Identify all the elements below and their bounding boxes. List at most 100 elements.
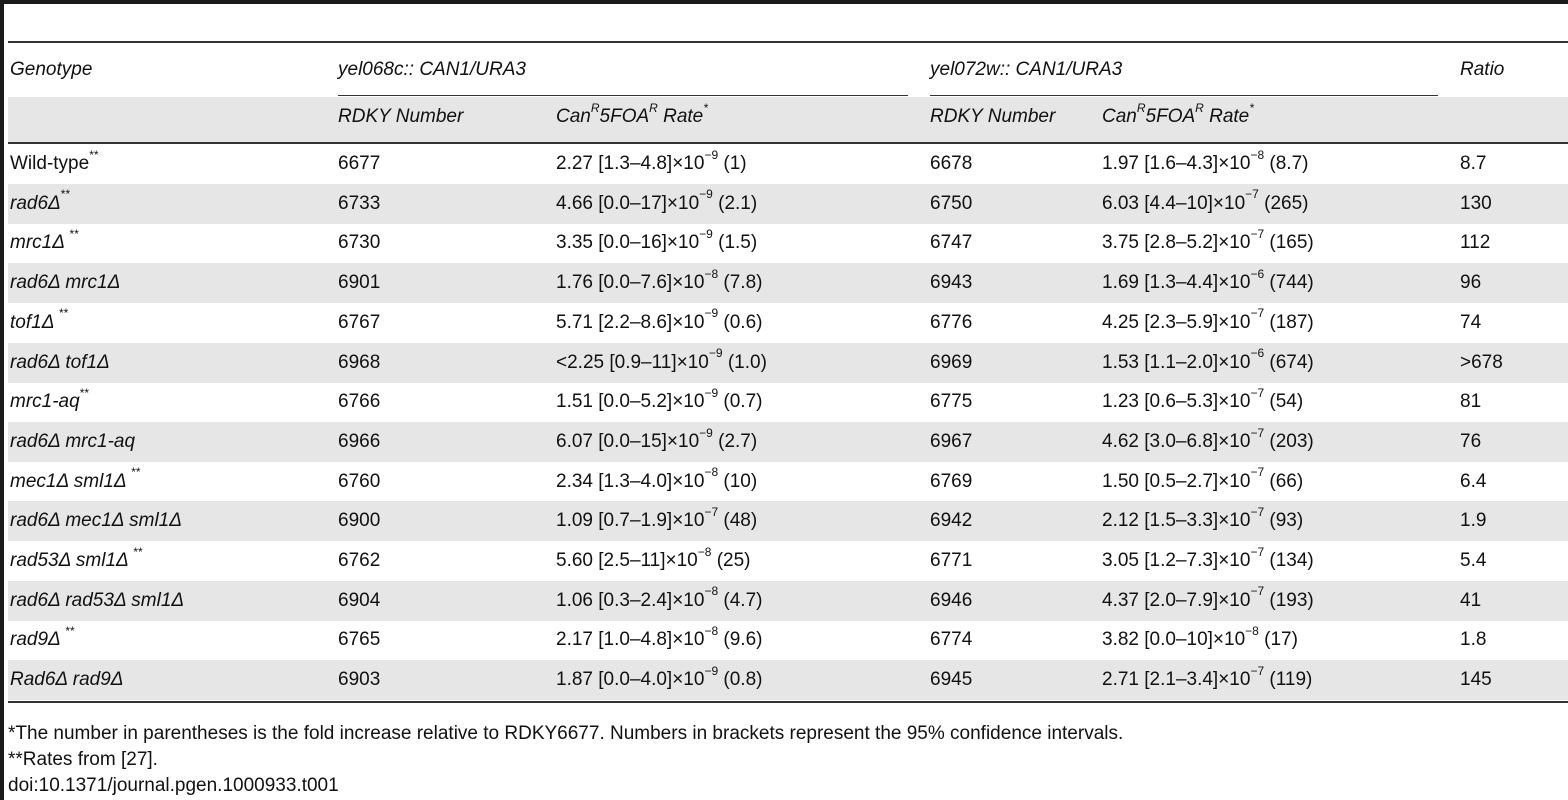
genotype-cell: tof1Δ ** (10, 306, 69, 333)
rdky-number-cell: 6771 (930, 550, 973, 571)
rate-cell: 1.53 [1.1–2.0]×10−6 (674) (1102, 346, 1314, 373)
rate-cell: 2.12 [1.5–3.3]×10−7 (93) (1102, 504, 1304, 532)
rdky-number-cell: 6775 (930, 391, 973, 413)
header-genotype: Genotype (10, 59, 93, 80)
rdky-number-cell: 6678 (930, 153, 973, 174)
ratio-cell: 6.4 (1460, 470, 1487, 492)
rdky-number-cell: 6904 (338, 589, 381, 611)
rdky-number-cell: 6733 (338, 192, 381, 214)
rdky-number-cell: 6677 (338, 153, 381, 174)
rdky-number-cell: 6774 (930, 629, 973, 651)
rdky-number-cell: 6966 (338, 430, 381, 452)
ratio-cell: 112 (1460, 232, 1491, 254)
rdky-number-cell: 6747 (930, 232, 973, 254)
rate-cell: 1.51 [0.0–5.2]×10−9 (0.7) (556, 385, 763, 413)
frame-top-border (0, 0, 1568, 4)
table-row-stripe (8, 263, 1568, 304)
rate-cell: 3.82 [0.0–10]×10−8 (17) (1102, 624, 1298, 651)
rate-cell: 1.50 [0.5–2.7]×10−7 (66) (1102, 465, 1304, 492)
rate-cell: 2.17 [1.0–4.8]×10−8 (9.6) (556, 624, 763, 651)
ratio-cell: 74 (1460, 311, 1482, 333)
header-group-yel068c: yel068c:: CAN1/URA3 (338, 59, 526, 80)
group1-underline (338, 95, 908, 96)
table-row-stripe (8, 421, 1568, 462)
ratio-cell: 81 (1460, 391, 1482, 413)
rate-cell: 4.37 [2.0–7.9]×10−7 (193) (1102, 584, 1314, 611)
rdky-number-cell: 6765 (338, 629, 381, 651)
subheader-rdky-number-1: RDKY Number (338, 106, 464, 127)
rdky-number-cell: 6776 (930, 311, 973, 333)
rate-cell: 6.03 [4.4–10]×10−7 (265) (1102, 187, 1309, 214)
table-top-rule (8, 41, 1568, 43)
rate-cell: 2.71 [2.1–3.4]×10−7 (119) (1102, 663, 1313, 691)
genotype-cell: Wild-type** (10, 147, 99, 174)
rate-cell: 3.35 [0.0–16]×10−9 (1.5) (556, 227, 758, 254)
genotype-cell: Rad6Δ rad9Δ (10, 669, 124, 691)
rate-cell: 3.75 [2.8–5.2]×10−7 (165) (1102, 227, 1314, 254)
rdky-number-cell: 6901 (338, 272, 381, 294)
table-row-stripe (8, 660, 1568, 701)
table-row-stripe (8, 342, 1568, 383)
rdky-number-cell: 6903 (338, 669, 381, 691)
rate-cell: 4.62 [3.0–6.8]×10−7 (203) (1102, 425, 1314, 452)
header-group-yel072w: yel072w:: CAN1/URA3 (930, 59, 1123, 80)
genotype-cell: rad6Δ tof1Δ (10, 351, 110, 373)
doi-text: doi:10.1371/journal.pgen.1000933.t001 (8, 775, 339, 796)
subheader-background (8, 97, 1568, 142)
rate-cell: 2.27 [1.3–4.8]×10−9 (1) (556, 147, 747, 174)
ratio-cell: 145 (1460, 669, 1492, 691)
rate-cell: 2.34 [1.3–4.0]×10−8 (10) (556, 465, 758, 492)
ratio-cell: 96 (1460, 272, 1482, 294)
table-row-stripe (8, 183, 1568, 224)
rate-cell: 1.23 [0.6–5.3]×10−7 (54) (1102, 385, 1304, 413)
rate-cell: 5.60 [2.5–11]×10−8 (25) (556, 544, 751, 571)
rate-cell: 1.09 [0.7–1.9]×10−7 (48) (556, 504, 758, 532)
rate-cell: 5.71 [2.2–8.6]×10−9 (0.6) (556, 306, 763, 333)
ratio-cell: 1.9 (1460, 510, 1487, 532)
rdky-number-cell: 6769 (930, 470, 973, 492)
frame-left-border (0, 0, 4, 800)
rdky-number-cell: 6762 (338, 550, 381, 571)
rdky-number-cell: 6760 (338, 470, 381, 492)
rdky-number-cell: 6967 (930, 430, 973, 452)
rdky-number-cell: 6946 (930, 589, 973, 611)
genotype-cell: mrc1-aq** (10, 385, 90, 413)
table-row-stripe (8, 580, 1568, 621)
rdky-number-cell: 6766 (338, 391, 381, 413)
footnote-fold-increase: *The number in parentheses is the fold i… (8, 723, 1124, 744)
genotype-cell: rad6Δ mec1Δ sml1Δ (10, 510, 182, 532)
rate-cell: 1.06 [0.3–2.4]×10−8 (4.7) (556, 584, 763, 611)
rdky-number-cell: 6750 (930, 192, 973, 214)
ratio-cell: 130 (1460, 192, 1492, 214)
ratio-cell: 8.7 (1460, 153, 1487, 174)
rate-cell: 3.05 [1.2–7.3]×10−7 (134) (1102, 544, 1314, 571)
ratio-cell: 1.8 (1460, 629, 1487, 651)
subheader-rate-2: CanR5FOAR Rate* (1102, 100, 1254, 127)
genotype-cell: rad6Δ mrc1Δ (10, 272, 121, 294)
rdky-number-cell: 6767 (338, 311, 381, 333)
rdky-number-cell: 6730 (338, 232, 381, 254)
genotype-cell: mrc1Δ ** (10, 227, 79, 254)
genotype-cell: rad6Δ rad53Δ sml1Δ (10, 589, 185, 611)
group2-underline (930, 95, 1438, 96)
rate-cell: 1.76 [0.0–7.6]×10−8 (7.8) (556, 266, 763, 294)
rate-cell: <2.25 [0.9–11]×10−9 (1.0) (556, 346, 767, 373)
genotype-cell: rad6Δ mrc1-aq (10, 430, 136, 452)
genotype-cell: rad9Δ ** (10, 624, 75, 651)
rdky-number-cell: 6942 (930, 510, 973, 532)
table-row-stripe (8, 501, 1568, 542)
rdky-number-cell: 6969 (930, 351, 973, 373)
header-ratio: Ratio (1460, 59, 1505, 80)
rate-cell: 4.25 [2.3–5.9]×10−7 (187) (1102, 306, 1314, 333)
rate-cell: 1.87 [0.0–4.0]×10−9 (0.8) (556, 663, 763, 691)
ratio-cell: 5.4 (1460, 550, 1487, 571)
ratio-cell: >678 (1460, 351, 1503, 373)
rdky-number-cell: 6945 (930, 669, 973, 691)
rdky-number-cell: 6900 (338, 510, 381, 532)
rate-cell: 1.69 [1.3–4.4]×10−6 (744) (1102, 266, 1314, 294)
subheader-rate-1: CanR5FOAR Rate* (556, 100, 708, 127)
rate-cell: 4.66 [0.0–17]×10−9 (2.1) (556, 187, 758, 214)
rdky-number-cell: 6968 (338, 351, 381, 373)
ratio-cell: 76 (1460, 430, 1482, 452)
genotype-cell: mec1Δ sml1Δ ** (10, 465, 141, 492)
